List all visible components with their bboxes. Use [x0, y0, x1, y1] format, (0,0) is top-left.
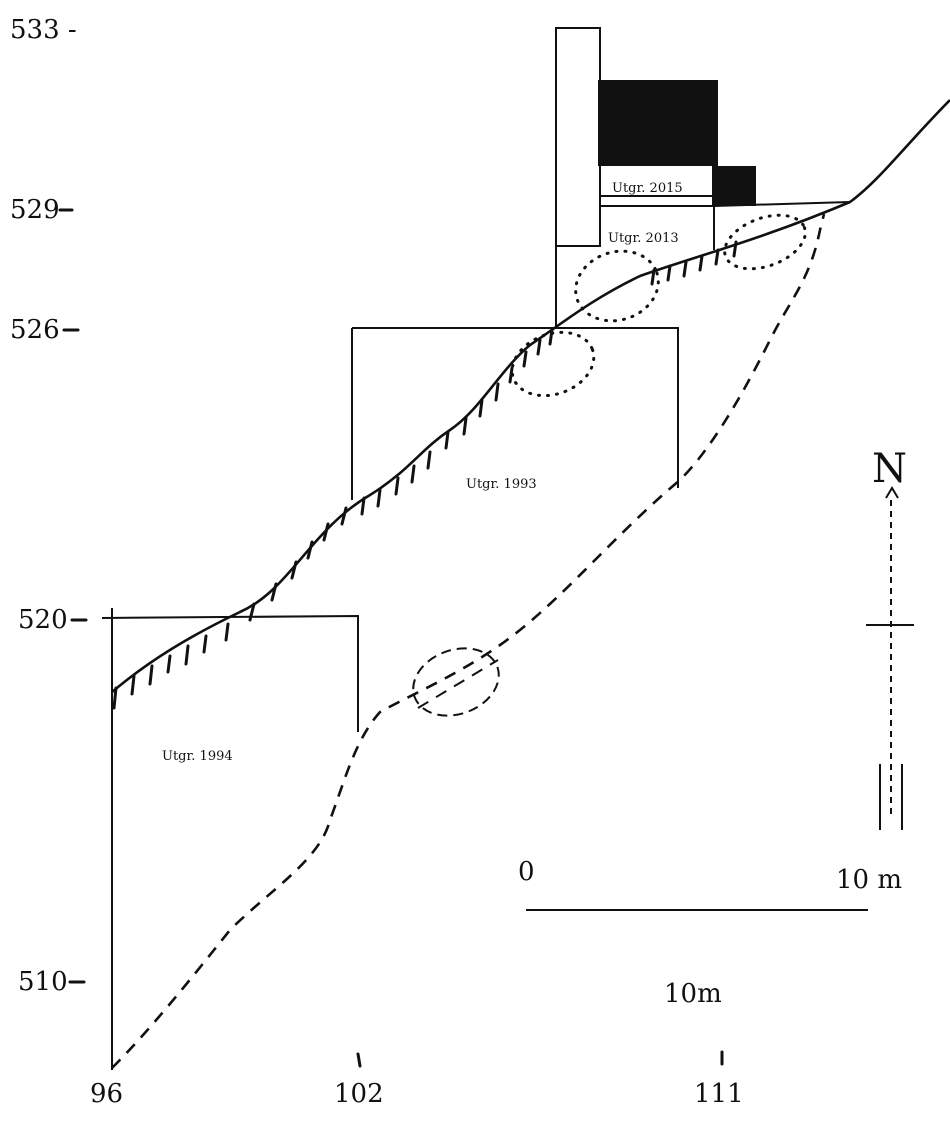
utgr-1994-outline [101, 614, 359, 732]
y-label-533: 533 - [10, 15, 77, 45]
x-label-96: 96 [90, 1079, 123, 1109]
north-arrow: N [866, 446, 914, 830]
y-label-520: 520 [18, 605, 68, 635]
scale-bar-caption: 10m [664, 979, 722, 1009]
y-label-510: 510 [18, 967, 68, 997]
x-tick-102 [356, 1052, 362, 1068]
area-label-utgr-2013: Utgr. 2013 [608, 231, 679, 246]
utgr-1993-outline [352, 327, 679, 488]
area-label-utgr-1993: Utgr. 1993 [466, 477, 537, 492]
x-label-102: 102 [334, 1079, 384, 1109]
scale-bar-start-label: 0 [518, 857, 535, 887]
bedrock-dashed-line [111, 213, 826, 1069]
north-arrow-head [885, 486, 899, 499]
dotted-ellipse-2 [510, 330, 596, 398]
x-label-111: 111 [694, 1079, 744, 1109]
dashed-ellipse [412, 647, 500, 717]
dotted-ellipse-1 [574, 249, 660, 323]
area-label-utgr-1994: Utgr. 1994 [162, 749, 233, 764]
y-axis: 533 - 529 526 520 510 [10, 15, 88, 997]
scale-bar-end-label: 10 m [836, 865, 902, 895]
x-axis: 96 102 111 [90, 1050, 744, 1109]
scale-bar: 0 10 m 10m [518, 857, 902, 1009]
upper-column-outline [555, 27, 601, 247]
area-label-utgr-2015: Utgr. 2015 [612, 181, 683, 196]
filled-block-small [712, 166, 756, 206]
dotted-features [510, 213, 807, 398]
solid-blocks [598, 80, 756, 206]
slope-hatching [112, 240, 738, 710]
dotted-ellipse-3 [723, 213, 807, 271]
terrain-surface-line [111, 99, 950, 693]
y-label-526: 526 [10, 315, 60, 345]
trench-outlines [101, 27, 851, 1070]
filled-block-large [598, 80, 718, 166]
y-label-529: 529 [10, 195, 60, 225]
north-label: N [872, 446, 907, 492]
dashed-ellipse-chord [417, 659, 499, 709]
